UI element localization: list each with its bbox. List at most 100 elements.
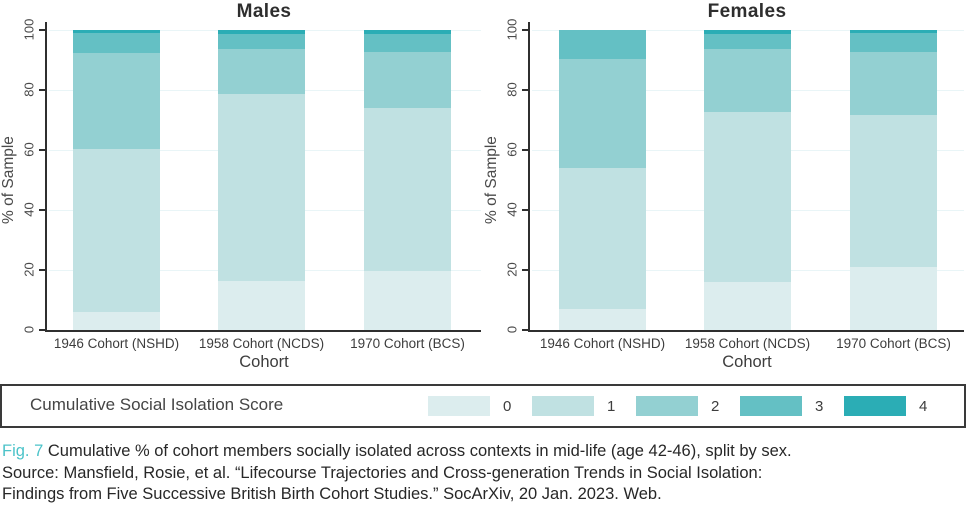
y-tick-label-40: 40 — [504, 202, 520, 217]
x-tick-label: 1946 Cohort (NSHD) — [539, 336, 666, 351]
stacked-bar — [559, 30, 646, 330]
y-tick-mark-40 — [39, 209, 45, 211]
stacked-bar — [364, 30, 451, 330]
legend-entry-label: 3 — [815, 397, 824, 415]
y-tick-mark-40 — [522, 209, 528, 211]
y-tick-label-20: 20 — [21, 262, 37, 277]
panel-title-females: Females — [707, 1, 787, 22]
y-tick-mark-0 — [522, 329, 528, 331]
y-tick-label-80: 80 — [504, 82, 520, 97]
y-axis-line — [45, 22, 47, 332]
y-tick-mark-60 — [39, 149, 45, 151]
bar-segment-score-0 — [850, 266, 937, 330]
panel-title-males: Males — [236, 1, 292, 22]
bar-segment-score-0 — [364, 270, 451, 330]
y-tick-label-100: 100 — [21, 18, 37, 41]
y-tick-label-60: 60 — [21, 142, 37, 157]
bar-segment-score-2 — [704, 48, 791, 113]
stacked-bar — [704, 30, 791, 330]
bar-segment-score-1 — [850, 115, 937, 267]
y-tick-mark-100 — [522, 29, 528, 31]
bar-segment-score-0 — [559, 308, 646, 330]
x-tick-label: 1958 Cohort (NCDS) — [684, 336, 811, 351]
bar-segment-score-2 — [559, 58, 646, 168]
x-axis-title: Cohort — [239, 353, 289, 371]
x-tick-label: 1970 Cohort (BCS) — [350, 336, 465, 351]
legend-entry-label: 2 — [711, 397, 720, 415]
x-tick-label: 1946 Cohort (NSHD) — [53, 336, 180, 351]
legend-entry-label: 0 — [503, 397, 512, 415]
bar-segment-score-3 — [850, 33, 937, 53]
panel-females: Females% of Sample 0 20 40 60 80 100 1946 Cohor… — [483, 0, 966, 380]
figure-number: Fig. 7 — [2, 442, 44, 460]
bar-segment-score-4 — [704, 30, 791, 34]
caption-line-2: Source: Mansfield, Rosie, et al. “Lifeco… — [2, 463, 763, 482]
bar-segment-score-2 — [364, 51, 451, 108]
y-axis-line — [528, 22, 530, 332]
bar-segment-score-1 — [73, 148, 160, 312]
y-axis-title: % of Sample — [481, 30, 503, 330]
legend-swatch-icon — [844, 396, 906, 416]
x-axis-line — [45, 330, 481, 332]
legend-swatch-icon — [636, 396, 698, 416]
bar-segment-score-3 — [364, 34, 451, 52]
y-tick-label-80: 80 — [21, 82, 37, 97]
caption-line-1-text: Cumulative % of cohort members socially … — [47, 442, 792, 460]
stacked-bar — [850, 30, 937, 330]
x-tick-label: 1958 Cohort (NCDS) — [198, 336, 325, 351]
bar-segment-score-0 — [704, 282, 791, 330]
y-axis-title-text: % of Sample — [483, 136, 501, 224]
y-tick-mark-80 — [522, 89, 528, 91]
caption-line-3: Findings from Five Successive British Bi… — [2, 485, 662, 503]
bar-segment-score-0 — [73, 312, 160, 330]
panel-males: Males% of Sample 0 20 40 60 80 100 1946 Cohort … — [0, 0, 483, 380]
x-tick-label: 1970 Cohort (BCS) — [836, 336, 951, 351]
charts-row: Males% of Sample 0 20 40 60 80 100 1946 Cohort … — [0, 0, 966, 380]
bar-segment-score-2 — [73, 52, 160, 149]
y-tick-label-40: 40 — [21, 202, 37, 217]
x-axis-line — [528, 330, 964, 332]
legend: Cumulative Social Isolation Score 0 1 2 3 4 — [0, 384, 966, 428]
legend-title: Cumulative Social Isolation Score — [30, 395, 284, 414]
bar-segment-score-3 — [559, 30, 646, 59]
y-tick-mark-0 — [39, 329, 45, 331]
y-axis-title-text: % of Sample — [0, 136, 18, 224]
legend-swatch-icon — [740, 396, 802, 416]
bar-segment-score-2 — [218, 49, 305, 94]
legend-swatch-icon — [532, 396, 594, 416]
y-tick-mark-20 — [39, 269, 45, 271]
bar-segment-score-3 — [73, 33, 160, 53]
y-tick-mark-20 — [522, 269, 528, 271]
stacked-bar — [73, 30, 160, 330]
y-tick-mark-100 — [39, 29, 45, 31]
bar-segment-score-4 — [850, 30, 937, 33]
x-axis-title: Cohort — [722, 353, 772, 371]
legend-entry-label: 4 — [919, 397, 928, 415]
y-tick-label-100: 100 — [504, 18, 520, 41]
bar-segment-score-4 — [73, 30, 160, 33]
bar-segment-score-1 — [218, 93, 305, 282]
bar-segment-score-2 — [850, 52, 937, 116]
legend-entry-label: 1 — [607, 397, 616, 415]
legend-swatch-icon — [428, 396, 490, 416]
bar-segment-score-3 — [704, 33, 791, 49]
bar-segment-score-1 — [559, 167, 646, 309]
bar-segment-score-4 — [218, 30, 305, 34]
bar-segment-score-1 — [704, 112, 791, 283]
legend-entry-2: 2 — [636, 396, 740, 416]
legend-entry-4: 4 — [844, 396, 948, 416]
y-axis-title: % of Sample — [0, 30, 20, 330]
y-tick-mark-80 — [39, 89, 45, 91]
caption-line-1: Fig. 7 Cumulative % of cohort members so… — [2, 441, 962, 463]
legend-entry-1: 1 — [532, 396, 636, 416]
bar-segment-score-0 — [218, 281, 305, 330]
legend-entries: 0 1 2 3 4 — [428, 396, 948, 416]
y-tick-label-60: 60 — [504, 142, 520, 157]
y-tick-label-20: 20 — [504, 262, 520, 277]
bar-segment-score-3 — [218, 33, 305, 50]
bar-segment-score-1 — [364, 107, 451, 271]
figure-caption: Fig. 7 Cumulative % of cohort members so… — [2, 441, 962, 506]
stacked-bar — [218, 30, 305, 330]
legend-entry-3: 3 — [740, 396, 844, 416]
